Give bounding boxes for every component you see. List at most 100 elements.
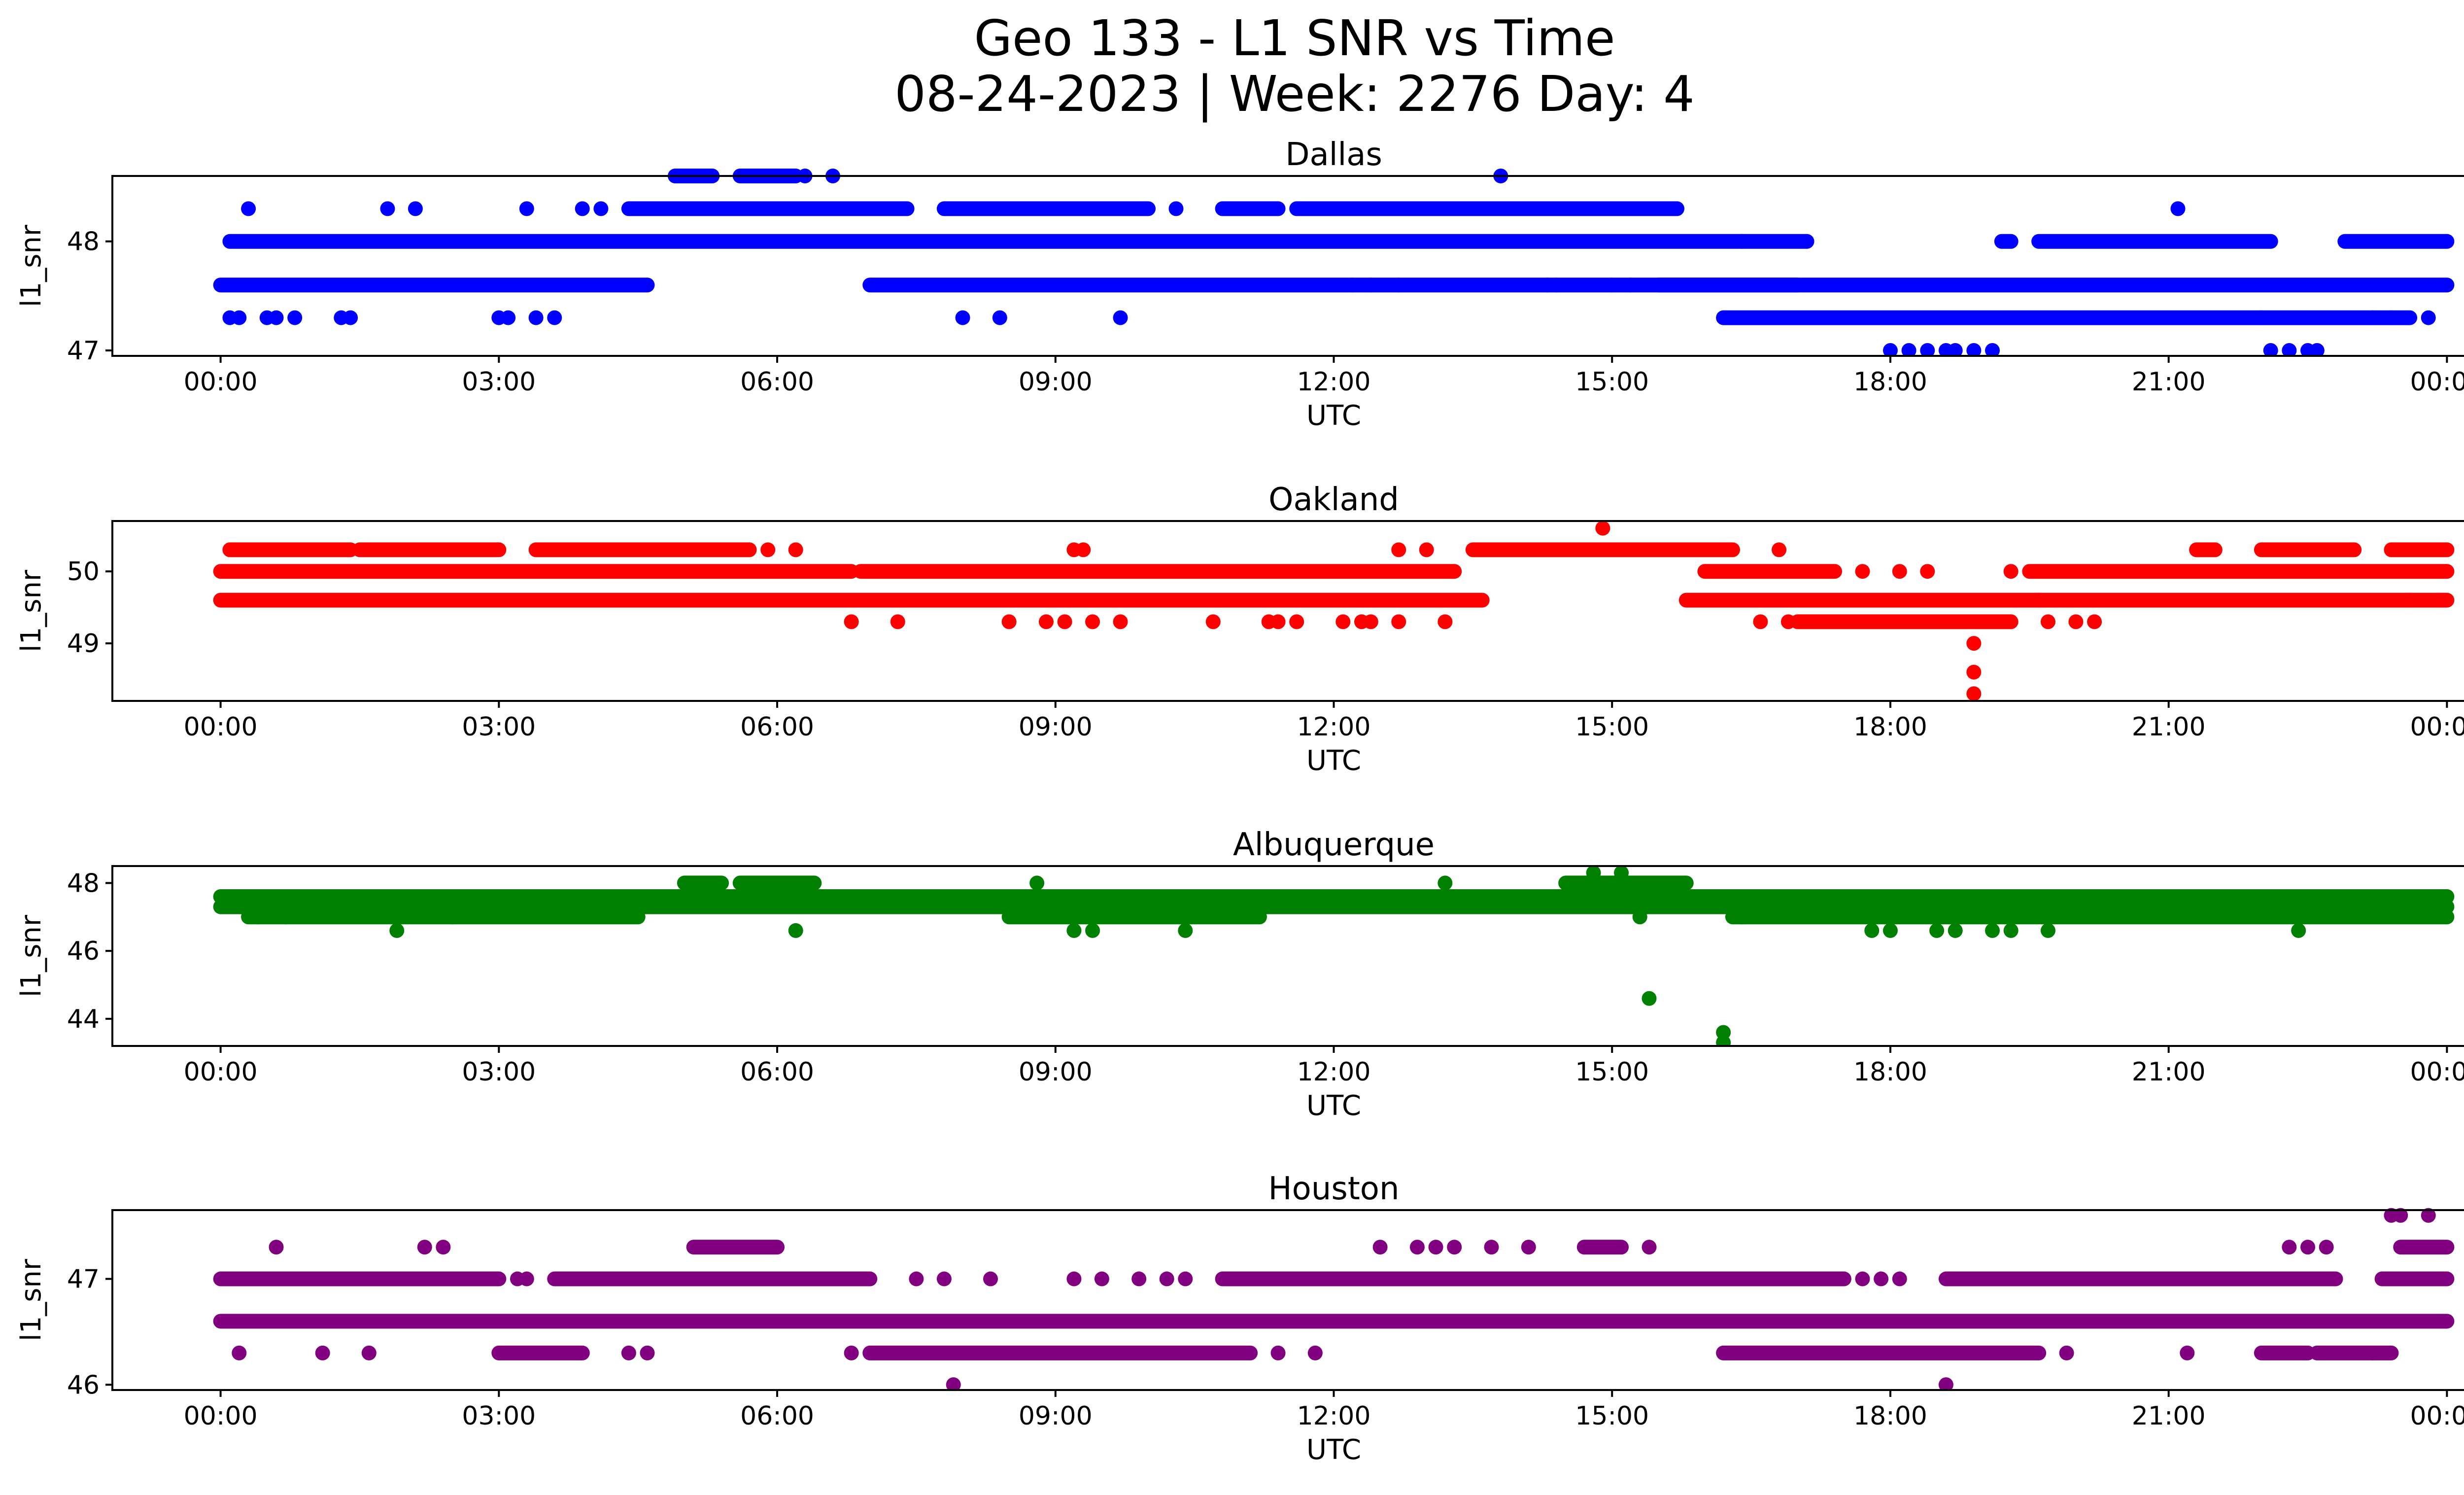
data-point-run	[1651, 278, 2455, 293]
data-point-run	[1215, 201, 1286, 216]
data-point	[445, 909, 460, 925]
data-point	[2365, 1345, 2380, 1360]
y-tick-label: 49	[67, 629, 100, 659]
data-point	[1437, 614, 1453, 629]
x-tick-label: 06:00	[740, 367, 814, 397]
data-point	[1447, 1240, 1462, 1255]
data-point	[1168, 201, 1184, 216]
data-point	[1289, 614, 1304, 629]
x-tick-label: 12:00	[1297, 1401, 1371, 1431]
data-point	[1855, 1271, 1870, 1286]
data-point	[1901, 343, 1916, 356]
data-point	[1270, 614, 1286, 629]
scatter-marks	[213, 169, 2455, 356]
data-point-run	[213, 592, 1490, 608]
data-point	[1753, 614, 1768, 629]
data-point-run	[241, 909, 646, 925]
data-point	[287, 310, 303, 325]
x-tick-label: 03:00	[462, 712, 536, 742]
data-point	[501, 310, 516, 325]
data-point	[983, 1271, 998, 1286]
data-point	[2365, 310, 2380, 325]
y-tick-label: 47	[67, 336, 100, 366]
data-point	[955, 310, 970, 325]
data-point	[1716, 1035, 1731, 1046]
data-point-run	[1716, 310, 2269, 325]
data-point-run	[213, 278, 655, 293]
data-point	[936, 1271, 952, 1286]
y-tick-label: 44	[67, 1005, 100, 1034]
data-point	[380, 201, 395, 216]
data-point	[1178, 923, 1193, 938]
data-point	[2402, 592, 2418, 608]
data-point	[1874, 1271, 1889, 1286]
data-point	[890, 614, 905, 629]
data-point	[788, 542, 803, 557]
x-axis-label: UTC	[1306, 400, 1361, 432]
data-point	[2040, 614, 2055, 629]
data-point	[2421, 310, 2436, 325]
data-point-run	[213, 564, 859, 579]
data-point	[1113, 614, 1128, 629]
y-tick-label: 46	[67, 1370, 100, 1400]
x-tick-label: 15:00	[1575, 712, 1649, 742]
data-point-run	[1576, 1240, 1629, 1255]
data-point	[1920, 564, 1935, 579]
data-point	[1948, 343, 1963, 356]
y-tick-label: 46	[67, 937, 100, 966]
x-tick-label: 21:00	[2132, 1401, 2206, 1431]
y-tick-label: 47	[67, 1265, 100, 1294]
data-point	[1966, 636, 1982, 651]
data-point	[2068, 614, 2084, 629]
data-point-run	[2254, 542, 2362, 557]
data-point	[1614, 865, 1629, 880]
x-tick-label: 21:00	[2132, 712, 2206, 742]
data-point-run	[491, 1345, 590, 1360]
x-tick-label: 18:00	[1853, 367, 1927, 397]
subplot-dallas: Dallas 47 48 00:00 03:00 06:00 09:00 12:00 15:00…	[15, 137, 2464, 432]
data-point	[1419, 542, 1434, 557]
data-point	[250, 909, 265, 925]
data-point	[519, 1271, 534, 1286]
data-point	[2319, 1240, 2334, 1255]
data-point	[1391, 614, 1406, 629]
data-point	[1001, 614, 1017, 629]
x-tick-label: 06:00	[740, 1057, 814, 1087]
subplot-title: Dallas	[1285, 137, 1382, 173]
x-tick-label: 09:00	[1019, 712, 1093, 742]
data-point	[1345, 278, 1360, 293]
data-point	[2384, 310, 2399, 325]
data-point	[2430, 592, 2445, 608]
data-point	[343, 310, 358, 325]
data-point	[1066, 923, 1082, 938]
data-point	[519, 201, 534, 216]
data-point	[1094, 1271, 1109, 1286]
x-axis-label: UTC	[1306, 1090, 1361, 1122]
x-axis-label: UTC	[1306, 745, 1361, 777]
data-point-run	[2309, 1345, 2399, 1360]
y-axis-label: l1_snr	[15, 1258, 47, 1341]
data-point-run	[352, 542, 507, 557]
data-point	[1623, 278, 1638, 293]
data-point	[1159, 1271, 1174, 1286]
data-point	[2393, 1208, 2408, 1223]
x-tick-label: 06:00	[740, 1401, 814, 1431]
data-point-run	[1790, 614, 2019, 629]
data-point	[1892, 1271, 1907, 1286]
data-point	[1085, 923, 1100, 938]
data-point-run	[2374, 1271, 2455, 1286]
subplot-title: Albuquerque	[1233, 827, 1435, 863]
data-point	[2003, 564, 2019, 579]
data-point	[575, 201, 590, 216]
subplot-albuquerque: Albuquerque 44 46 48 00:00 03:00 06:00 09:00 12:…	[15, 827, 2464, 1122]
data-point	[1642, 991, 1657, 1006]
data-point	[1827, 1271, 1842, 1286]
data-point	[269, 310, 284, 325]
x-tick-label: 03:00	[462, 1057, 536, 1087]
data-point	[1938, 1377, 1953, 1390]
subplot-oakland: Oakland 49 50 00:00 03:00 06:00 09:00 12:00 15:0…	[15, 482, 2464, 777]
x-axis-label: UTC	[1306, 1434, 1361, 1466]
data-point	[1920, 343, 1935, 356]
data-point	[269, 1240, 284, 1255]
